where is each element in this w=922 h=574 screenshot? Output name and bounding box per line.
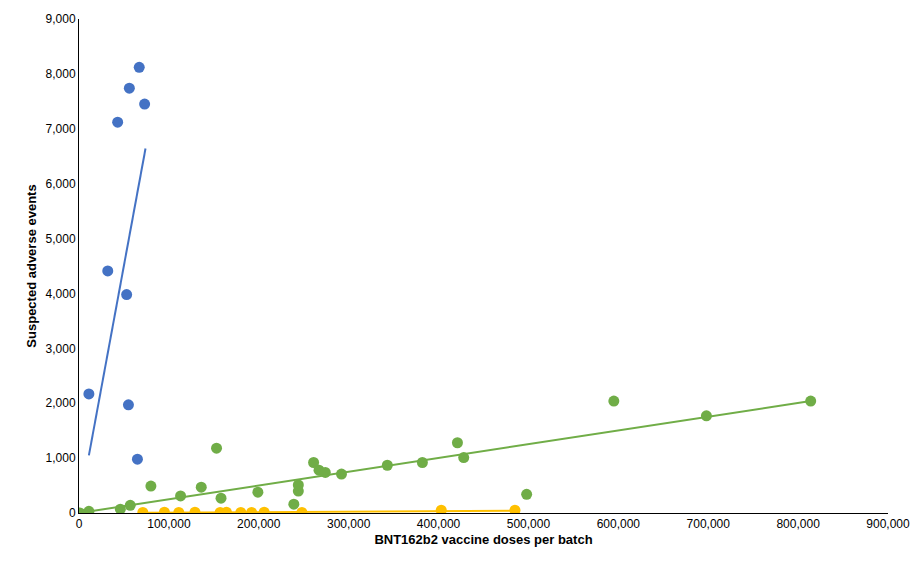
svg-text:5,000: 5,000 bbox=[46, 232, 76, 246]
svg-text:400,000: 400,000 bbox=[417, 517, 461, 531]
svg-text:3,000: 3,000 bbox=[46, 342, 76, 356]
svg-text:6,000: 6,000 bbox=[46, 177, 76, 191]
svg-text:100,000: 100,000 bbox=[147, 517, 191, 531]
svg-text:BNT162b2 vaccine doses per bat: BNT162b2 vaccine doses per batch bbox=[374, 532, 592, 547]
svg-text:9,000: 9,000 bbox=[46, 12, 76, 26]
svg-text:900,000: 900,000 bbox=[866, 517, 910, 531]
svg-text:Suspected adverse events: Suspected adverse events bbox=[24, 184, 39, 347]
svg-text:300,000: 300,000 bbox=[327, 517, 371, 531]
svg-text:500,000: 500,000 bbox=[507, 517, 551, 531]
svg-text:0: 0 bbox=[69, 506, 76, 520]
svg-text:7,000: 7,000 bbox=[46, 122, 76, 136]
svg-text:8,000: 8,000 bbox=[46, 67, 76, 81]
svg-text:200,000: 200,000 bbox=[237, 517, 281, 531]
svg-text:1,000: 1,000 bbox=[46, 451, 76, 465]
svg-text:0: 0 bbox=[76, 517, 83, 531]
svg-text:4,000: 4,000 bbox=[46, 287, 76, 301]
svg-text:2,000: 2,000 bbox=[46, 396, 76, 410]
svg-text:700,000: 700,000 bbox=[687, 517, 731, 531]
svg-text:800,000: 800,000 bbox=[776, 517, 820, 531]
svg-text:600,000: 600,000 bbox=[597, 517, 641, 531]
